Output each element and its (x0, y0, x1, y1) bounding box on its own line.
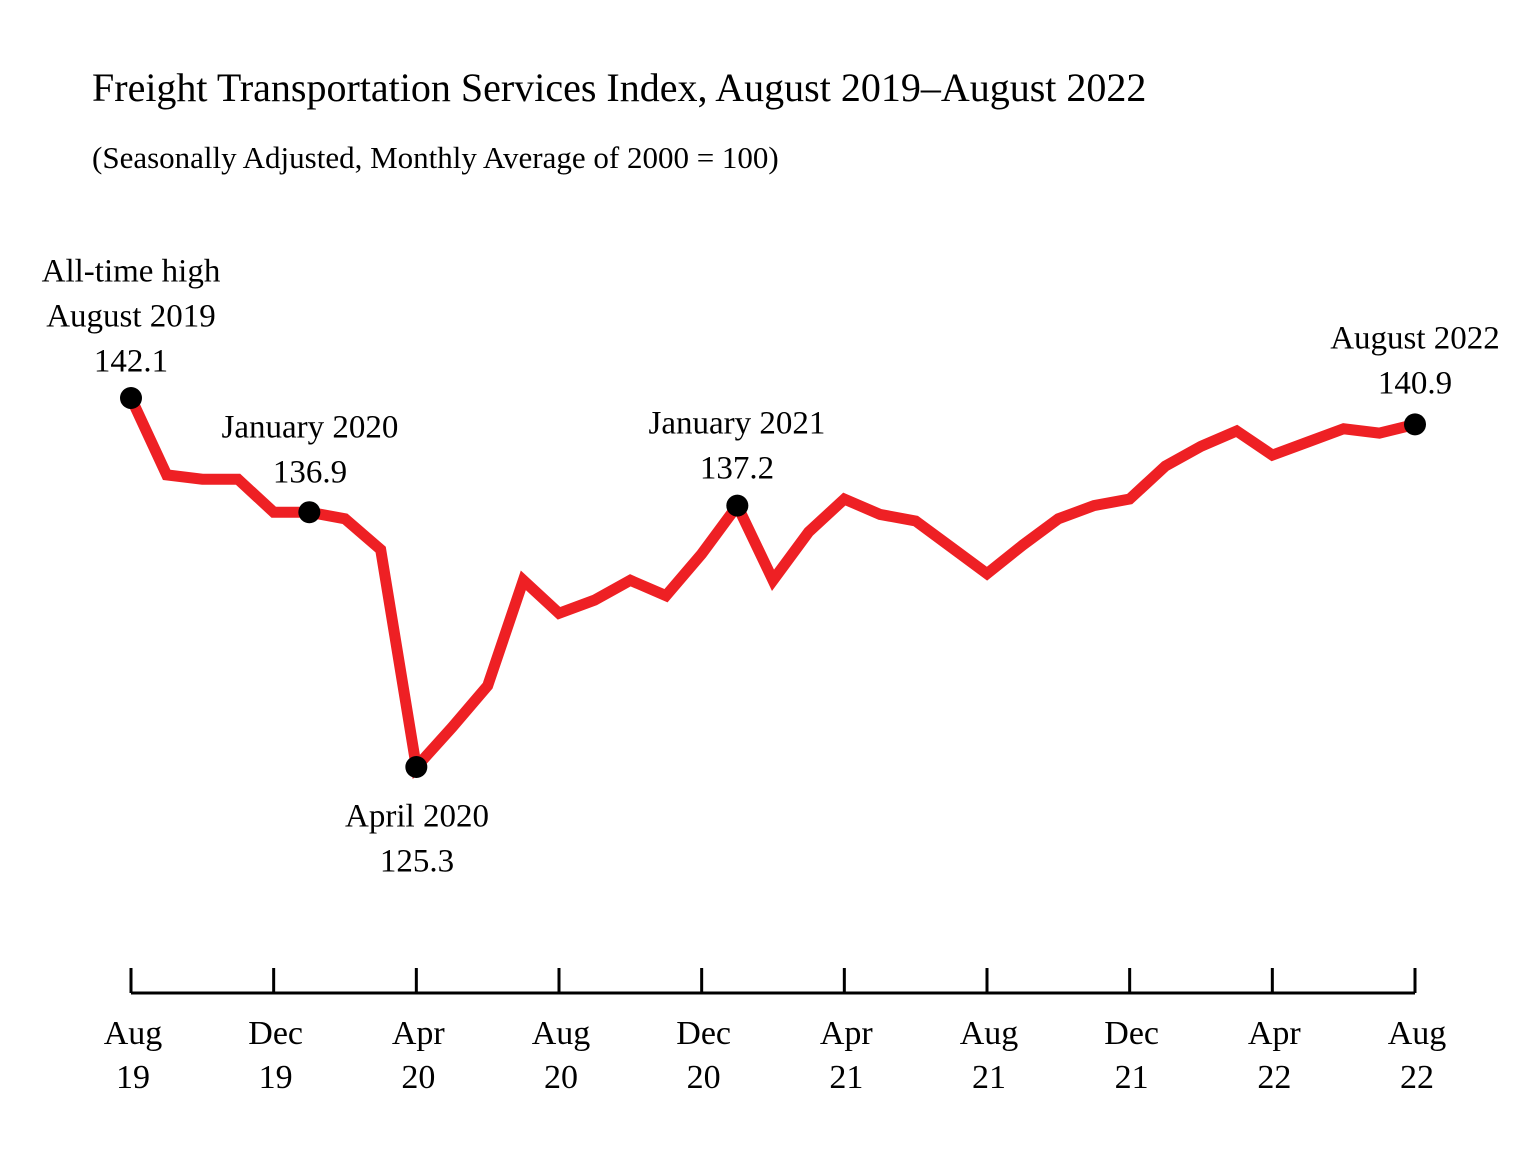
highlight-point (120, 387, 142, 409)
data-label: 137.2 (700, 451, 774, 487)
x-tick-label: Apr 20 (391, 1015, 445, 1096)
annotation: April 2020 (345, 799, 489, 835)
x-tick-label: Aug 20 (531, 1015, 591, 1096)
data-line (126, 395, 1417, 780)
data-label: 140.9 (1378, 366, 1452, 402)
x-tick-label: Apr 21 (819, 1015, 873, 1096)
chart-title: Freight Transportation Services Index, A… (92, 65, 1146, 110)
highlight-point (405, 756, 428, 778)
highlight-point (1404, 413, 1426, 436)
x-tick-label: Dec 19 (248, 1015, 304, 1096)
annotation: August 2022 (1330, 321, 1500, 357)
x-tick-label: Aug 19 (103, 1015, 163, 1096)
highlight-point (726, 494, 749, 517)
data-label: 136.9 (273, 455, 347, 491)
x-tick-label: Apr 22 (1247, 1015, 1301, 1096)
annotation: January 2020 (222, 410, 399, 446)
chart-subtitle: (Seasonally Adjusted, Monthly Average of… (92, 140, 779, 175)
annotation: All-time high (42, 254, 221, 290)
x-tick-label: Aug 22 (1387, 1015, 1447, 1096)
x-tick-label: Dec 20 (676, 1015, 732, 1096)
highlight-point (298, 501, 321, 524)
x-tick-label: Aug 21 (959, 1015, 1019, 1096)
annotation: August 2019 (46, 299, 216, 335)
annotation: January 2021 (649, 406, 826, 442)
data-label: 142.1 (94, 344, 168, 380)
data-label: 125.3 (380, 844, 454, 880)
x-tick-label: Dec 21 (1104, 1015, 1160, 1096)
